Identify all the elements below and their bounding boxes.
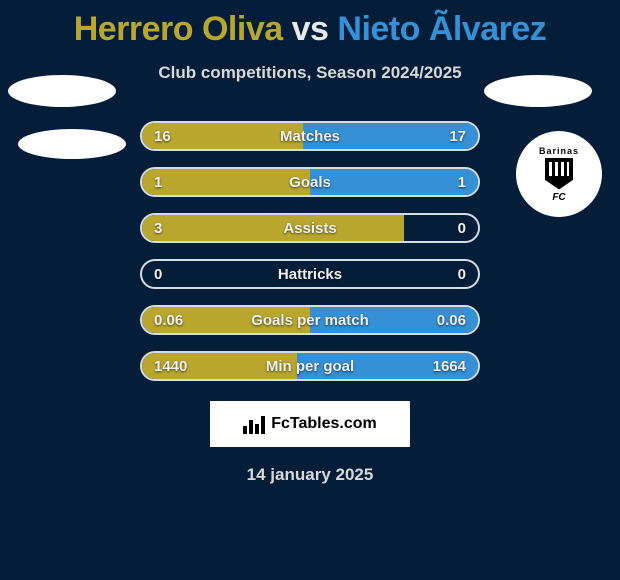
stat-value-left: 16 (154, 128, 171, 145)
team-logo-left-2 (18, 129, 126, 159)
stat-label: Goals per match (251, 312, 369, 329)
stat-value-left: 3 (154, 220, 162, 237)
stat-label: Goals (289, 174, 331, 191)
stat-fill-left (142, 169, 310, 195)
stat-row: 3 Assists 0 (140, 213, 480, 243)
stat-label: Min per goal (266, 358, 354, 375)
stat-value-left: 1440 (154, 358, 187, 375)
player2-name: Nieto Ãlvarez (337, 10, 546, 48)
branding-badge: FcTables.com (210, 401, 410, 447)
stat-row: 1440 Min per goal 1664 (140, 351, 480, 381)
stat-label: Matches (280, 128, 340, 145)
stat-value-right: 17 (449, 128, 466, 145)
branding-text: FcTables.com (271, 415, 377, 433)
stat-value-right: 1664 (433, 358, 466, 375)
stat-value-right: 1 (458, 174, 466, 191)
player1-name: Herrero Oliva (74, 10, 283, 48)
stat-value-left: 0 (154, 266, 162, 283)
stat-label: Assists (283, 220, 336, 237)
stat-row: 0.06 Goals per match 0.06 (140, 305, 480, 335)
team-logo-right-ellipse (484, 75, 592, 107)
stat-value-right: 0 (458, 266, 466, 283)
bar-chart-icon (243, 414, 265, 434)
vs-text: vs (292, 10, 329, 48)
stat-value-right: 0 (458, 220, 466, 237)
stat-value-right: 0.06 (437, 312, 466, 329)
stat-row: 0 Hattricks 0 (140, 259, 480, 289)
stat-row: 1 Goals 1 (140, 167, 480, 197)
team-logo-left-1 (8, 75, 116, 107)
stat-row: 16 Matches 17 (140, 121, 480, 151)
stat-value-left: 0.06 (154, 312, 183, 329)
page-title: Herrero Oliva vs Nieto Ãlvarez (0, 0, 620, 49)
date-stamp: 14 january 2025 (0, 465, 620, 485)
stat-fill-left (142, 215, 404, 241)
stat-fill-right (310, 169, 478, 195)
team-logo-right: Barinas FC (516, 131, 602, 217)
stat-value-left: 1 (154, 174, 162, 191)
shield-icon (545, 158, 573, 190)
team-logo-fc-text: FC (552, 192, 565, 203)
stat-label: Hattricks (278, 266, 342, 283)
team-logo-arc-text: Barinas (539, 146, 579, 156)
